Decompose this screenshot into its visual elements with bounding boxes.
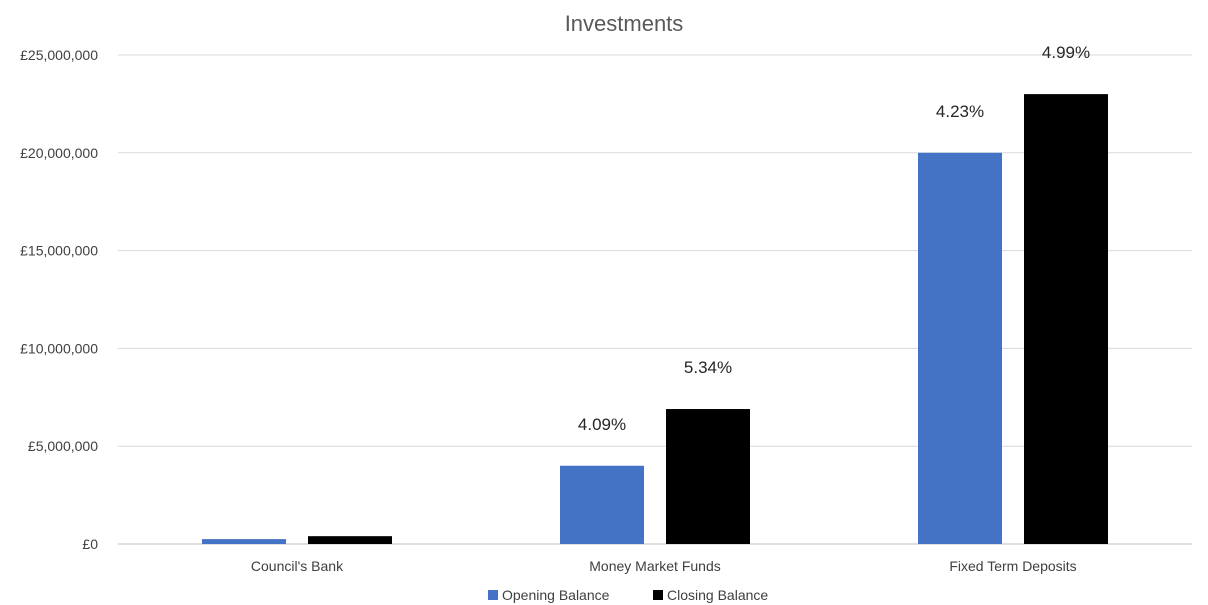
bar bbox=[1024, 94, 1108, 545]
y-axis-ticks: £0 £5,000,000 £10,000,000 £15,000,000 £20,00… bbox=[20, 47, 98, 552]
x-category-label: Fixed Term Deposits bbox=[949, 558, 1076, 574]
y-tick-label: £0 bbox=[82, 536, 98, 552]
gridlines bbox=[118, 54, 1192, 545]
data-labels: 4.09% 5.34% 4.23% 4.99% bbox=[578, 43, 1090, 434]
y-tick-label: £15,000,000 bbox=[20, 243, 98, 259]
data-label: 5.34% bbox=[684, 358, 732, 377]
bar bbox=[560, 465, 644, 544]
legend-swatch bbox=[488, 590, 498, 600]
bar bbox=[308, 536, 392, 544]
bar bbox=[918, 152, 1002, 545]
chart-title: Investments bbox=[565, 11, 684, 36]
data-label: 4.23% bbox=[936, 102, 984, 121]
bar bbox=[666, 409, 750, 544]
x-category-label: Money Market Funds bbox=[589, 558, 721, 574]
data-label: 4.99% bbox=[1042, 43, 1090, 62]
x-axis-categories: Council's Bank Money Market Funds Fixed Te… bbox=[251, 558, 1077, 574]
y-tick-label: £25,000,000 bbox=[20, 47, 98, 63]
legend-swatch bbox=[653, 590, 663, 600]
y-tick-label: £5,000,000 bbox=[28, 438, 98, 454]
bar bbox=[202, 539, 286, 544]
legend-label: Opening Balance bbox=[502, 587, 610, 603]
bars bbox=[202, 94, 1108, 545]
data-label: 4.09% bbox=[578, 415, 626, 434]
legend-label: Closing Balance bbox=[667, 587, 768, 603]
legend: Opening Balance Closing Balance bbox=[488, 587, 768, 603]
y-tick-label: £10,000,000 bbox=[20, 340, 98, 356]
x-category-label: Council's Bank bbox=[251, 558, 344, 574]
y-tick-label: £20,000,000 bbox=[20, 145, 98, 161]
